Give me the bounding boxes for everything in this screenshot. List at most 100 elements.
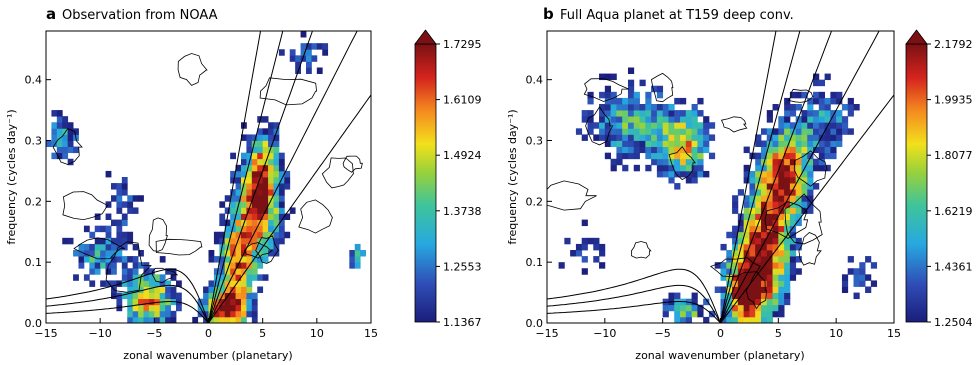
heatmap-cell xyxy=(766,134,773,141)
contour-line xyxy=(650,72,674,103)
heatmap-cell xyxy=(154,286,161,293)
heatmap-cell xyxy=(257,256,264,263)
heatmap-cell xyxy=(818,140,825,147)
heatmap-cell xyxy=(246,292,253,300)
panel-b-ylabel: frequency (cycles day⁻¹) xyxy=(506,109,519,244)
heatmap-cell xyxy=(651,146,658,154)
heatmap-cell xyxy=(801,91,808,99)
heatmap-cell xyxy=(148,304,155,312)
heatmap-cell xyxy=(841,280,849,287)
heatmap-cell xyxy=(732,310,739,318)
heatmap-cell xyxy=(755,158,762,166)
heatmap-cell xyxy=(570,250,577,257)
heatmap-cell xyxy=(289,207,296,214)
heatmap-cell xyxy=(807,158,814,166)
heatmap-cell xyxy=(627,128,635,135)
heatmap-cell xyxy=(824,146,831,154)
heatmap-cell xyxy=(273,201,280,208)
heatmap-cell xyxy=(257,231,264,239)
heatmap-cell xyxy=(111,195,117,202)
heatmap-cell xyxy=(656,170,664,178)
heatmap-cell xyxy=(772,183,779,190)
heatmap-cell xyxy=(807,207,814,214)
heatmap-cell xyxy=(697,122,704,129)
heatmap-cell xyxy=(627,97,635,105)
heatmap-cell xyxy=(749,170,756,178)
heatmap-cell xyxy=(230,170,236,178)
heatmap-cell xyxy=(662,164,669,172)
heatmap-cell xyxy=(268,183,274,190)
heatmap-cell xyxy=(219,286,226,293)
heatmap-cell xyxy=(121,256,128,263)
heatmap-cell xyxy=(708,152,716,160)
heatmap-cell xyxy=(743,237,750,245)
y-tick-label: 0.2 xyxy=(526,195,544,208)
heatmap-cell xyxy=(138,292,144,300)
heatmap-cell xyxy=(795,128,802,135)
heatmap-cell xyxy=(766,164,773,172)
heatmap-cell xyxy=(656,91,664,99)
heatmap-cell xyxy=(230,316,236,323)
heatmap-cell xyxy=(116,237,123,245)
heatmap-cell xyxy=(273,152,280,160)
heatmap-cell xyxy=(224,262,231,269)
heatmap-cell xyxy=(789,170,797,178)
heatmap-cell xyxy=(824,110,831,117)
heatmap-cell xyxy=(219,310,226,318)
contour-line xyxy=(177,53,208,86)
heatmap-cell xyxy=(610,116,617,123)
contour-line xyxy=(298,199,333,234)
heatmap-cell xyxy=(62,146,69,154)
heatmap-cell xyxy=(743,292,750,300)
heatmap-cell xyxy=(132,262,139,269)
heatmap-cell xyxy=(795,256,802,263)
heatmap-cell xyxy=(300,31,307,38)
heatmap-cell xyxy=(121,292,128,300)
heatmap-cell xyxy=(760,298,768,306)
heatmap-cell xyxy=(230,280,236,287)
heatmap-cell xyxy=(674,164,681,172)
heatmap-cell xyxy=(732,268,739,275)
heatmap-cell xyxy=(737,225,745,233)
heatmap-cell xyxy=(121,262,128,269)
heatmap-cell xyxy=(235,304,242,312)
heatmap-cell xyxy=(230,207,236,214)
heatmap-cell xyxy=(273,207,280,214)
heatmap-cell xyxy=(807,146,814,154)
heatmap-cell xyxy=(789,201,797,208)
heatmap-cell xyxy=(241,274,247,281)
heatmap-cell xyxy=(273,225,280,233)
heatmap-cell xyxy=(251,170,258,178)
heatmap-cell xyxy=(766,116,773,123)
heatmap-cell xyxy=(616,110,623,117)
heatmap-cell xyxy=(824,97,831,105)
heatmap-cell xyxy=(208,256,215,263)
heatmap-cell xyxy=(268,170,274,178)
heatmap-cell xyxy=(219,304,226,312)
heatmap-cell xyxy=(273,134,280,141)
contour-line xyxy=(784,193,823,245)
heatmap-cell xyxy=(100,225,106,233)
heatmap-cell xyxy=(720,298,727,306)
heatmap-cell xyxy=(116,183,123,190)
heatmap-cell xyxy=(830,122,837,129)
heatmap-cell xyxy=(165,268,171,275)
heatmap-cell xyxy=(100,280,106,287)
heatmap-cell xyxy=(208,280,215,287)
heatmap-cell xyxy=(94,225,101,233)
dispersion-curve xyxy=(46,268,209,323)
heatmap-cell xyxy=(251,304,258,312)
heatmap-cell xyxy=(766,231,773,239)
heatmap-cell xyxy=(257,170,264,178)
heatmap-cell xyxy=(241,262,247,269)
heatmap-cell xyxy=(645,97,652,105)
heatmap-cell xyxy=(720,274,727,281)
heatmap-cell xyxy=(755,298,762,306)
heatmap-cell xyxy=(219,231,226,239)
heatmap-cell xyxy=(219,219,226,227)
dispersion-curve xyxy=(547,268,721,323)
heatmap-cell xyxy=(824,134,831,141)
heatmap-cell xyxy=(691,304,698,312)
panel-a: a Observation from NOAA −15 −10 −5 0 5 10 15 0… xyxy=(5,5,482,362)
heatmap-cell xyxy=(674,122,681,129)
